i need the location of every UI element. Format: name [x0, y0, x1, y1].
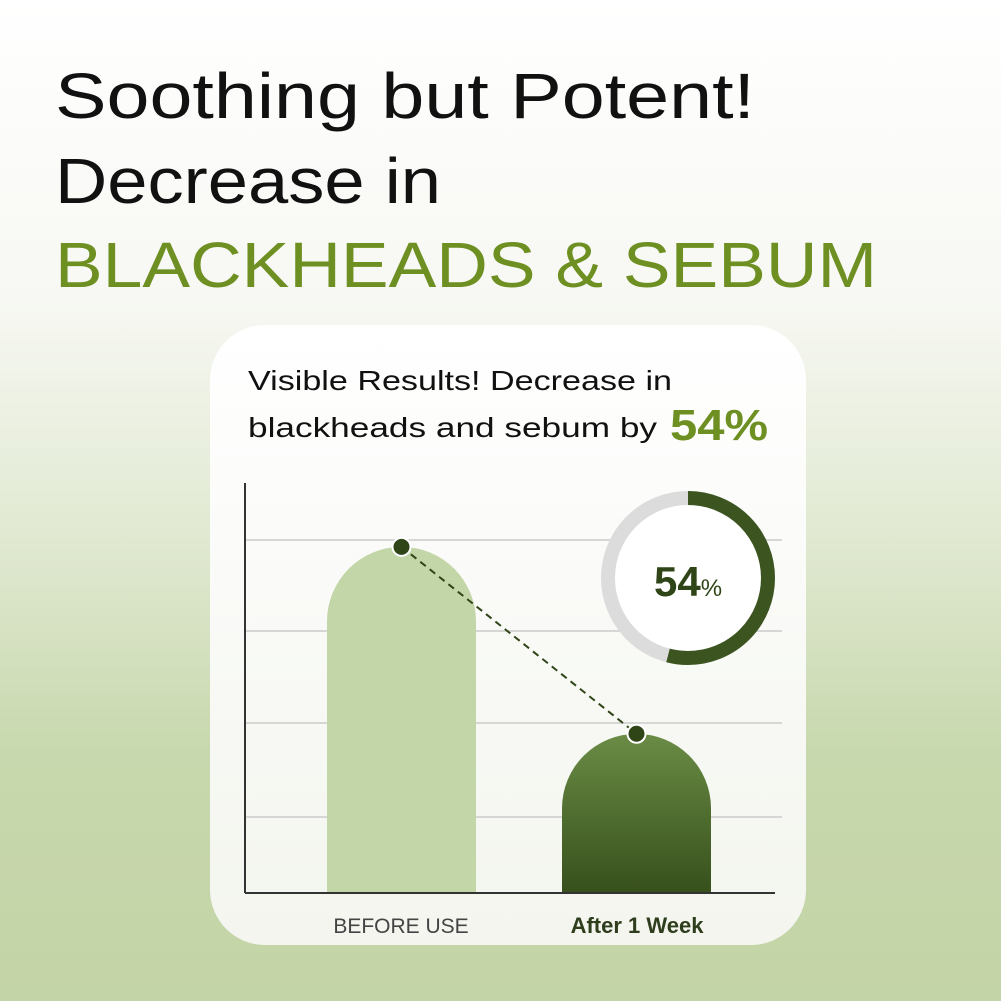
donut-arc	[601, 491, 775, 665]
donut-label: 54%	[654, 558, 722, 605]
card-text-line-1: Visible Results! Decrease in	[248, 365, 672, 396]
donut-unit: %	[701, 575, 722, 602]
bar-after-1-week	[562, 733, 711, 893]
x-tick-before-use: BEFORE USE	[333, 915, 468, 938]
card-text-line-2: blackheads and sebum by	[248, 412, 657, 443]
headline-line-2: Decrease in	[55, 145, 441, 217]
headline-line-1: Soothing but Potent!	[55, 60, 755, 132]
bars	[327, 536, 711, 893]
point-marker	[626, 723, 647, 744]
point-marker	[391, 536, 412, 557]
headline-line-3: BLACKHEADS & SEBUM	[55, 229, 877, 301]
donut-number: 54	[654, 558, 701, 605]
bar-before-use	[327, 546, 476, 893]
card-highlight-percent: 54%	[670, 401, 768, 450]
donut-gauge: 54%	[601, 491, 775, 665]
trend-dashed-line	[400, 546, 638, 735]
x-tick-after-1-week: After 1 Week	[571, 913, 705, 938]
